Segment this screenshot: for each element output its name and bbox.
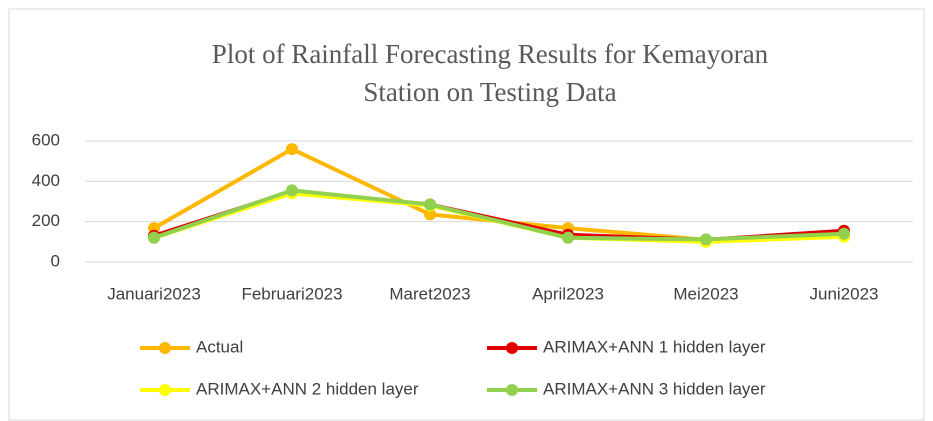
- data-point: [424, 198, 436, 211]
- legend-label: Actual: [196, 337, 243, 356]
- legend-marker: [159, 342, 171, 354]
- legend-marker: [159, 384, 171, 396]
- chart-title: Station on Testing Data: [363, 77, 616, 107]
- x-tick-label: Mei2023: [673, 284, 738, 303]
- series-line: [153, 189, 845, 242]
- data-point: [838, 227, 850, 240]
- series-line: [153, 147, 845, 242]
- data-point: [286, 143, 298, 156]
- chart-border: [8, 8, 925, 421]
- x-tick-label: Maret2023: [389, 284, 470, 303]
- chart-title: Plot of Rainfall Forecasting Results for…: [212, 39, 769, 69]
- data-point: [562, 231, 574, 244]
- legend-label: ARIMAX+ANN 3 hidden layer: [543, 379, 766, 398]
- x-tick-label: Juni2023: [809, 284, 878, 303]
- legend-label: ARIMAX+ANN 1 hidden layer: [543, 337, 766, 356]
- data-point: [700, 233, 712, 246]
- series-line: [153, 188, 845, 242]
- data-point: [148, 231, 160, 244]
- legend-marker: [506, 342, 518, 354]
- x-tick-label: Februari2023: [241, 284, 342, 303]
- y-tick-label: 200: [32, 211, 60, 230]
- x-tick-label: April2023: [532, 284, 604, 303]
- legend-label: ARIMAX+ANN 2 hidden layer: [196, 379, 419, 398]
- y-tick-label: 0: [51, 251, 60, 270]
- y-tick-label: 400: [32, 171, 60, 190]
- legend-marker: [506, 384, 518, 396]
- data-point: [286, 184, 298, 197]
- y-tick-label: 600: [32, 130, 60, 149]
- data-point: [424, 208, 436, 221]
- x-tick-label: Januari2023: [107, 284, 201, 303]
